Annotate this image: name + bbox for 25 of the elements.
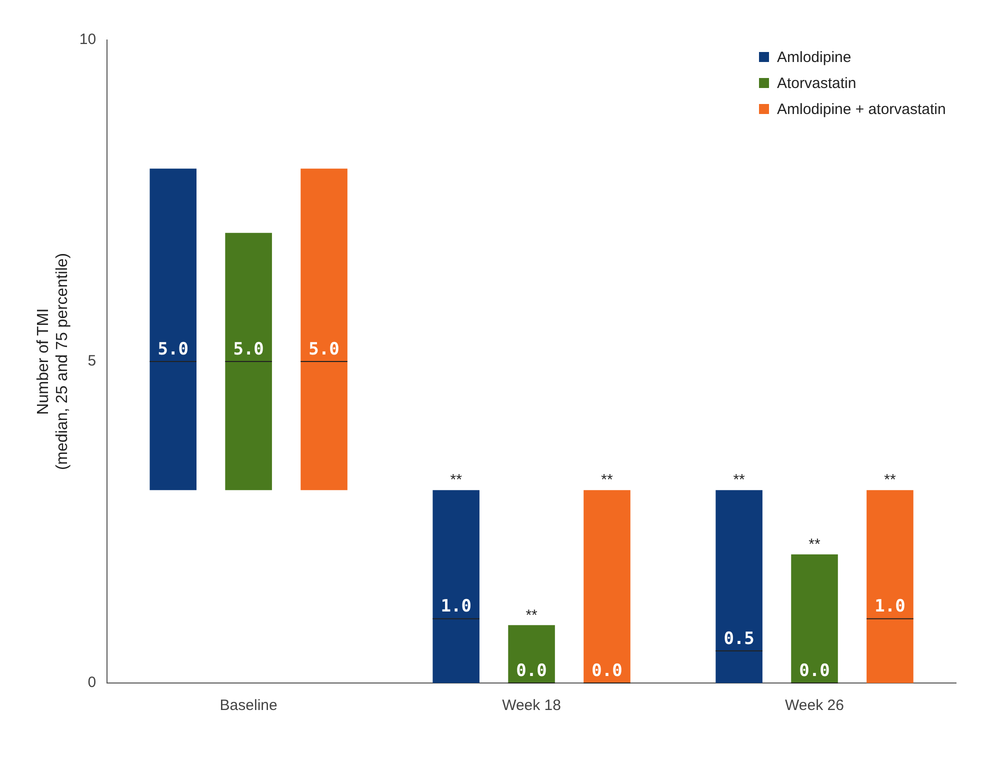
text: 0.0 — [592, 660, 622, 681]
x-tick-label: Week 18 — [502, 697, 562, 714]
y-tick-label: 10 — [79, 31, 96, 48]
text: 1.0 — [874, 596, 906, 617]
annotation: ** — [526, 606, 538, 624]
annotation: ** — [884, 472, 896, 489]
annotation: ** — [450, 472, 462, 489]
y-axis-title: Number of TMI (median, 25 and 75 percentile) — [35, 252, 72, 470]
y-tick-label: 0 — [88, 674, 96, 692]
text: 1.0 — [440, 596, 472, 617]
text: 0.5 — [724, 628, 754, 649]
text: 5.0 — [158, 339, 188, 360]
legend-label: Amlodipine + atorvastatin — [777, 101, 946, 118]
x-tick-label: Baseline — [220, 697, 278, 714]
x-tick-label: Week 26 — [785, 697, 844, 714]
annotation: ** — [808, 536, 821, 554]
annotation: ** — [733, 472, 746, 489]
legend-label: Atorvastatin — [777, 75, 856, 92]
text: 0.0 — [516, 660, 547, 681]
annotation: ** — [601, 472, 613, 489]
text: 0.0 — [799, 660, 830, 681]
text: 5.0 — [308, 339, 340, 360]
legend-label: Amlodipine — [777, 49, 852, 66]
y-tick-label: 5 — [88, 352, 96, 370]
text: 5.0 — [233, 339, 264, 360]
